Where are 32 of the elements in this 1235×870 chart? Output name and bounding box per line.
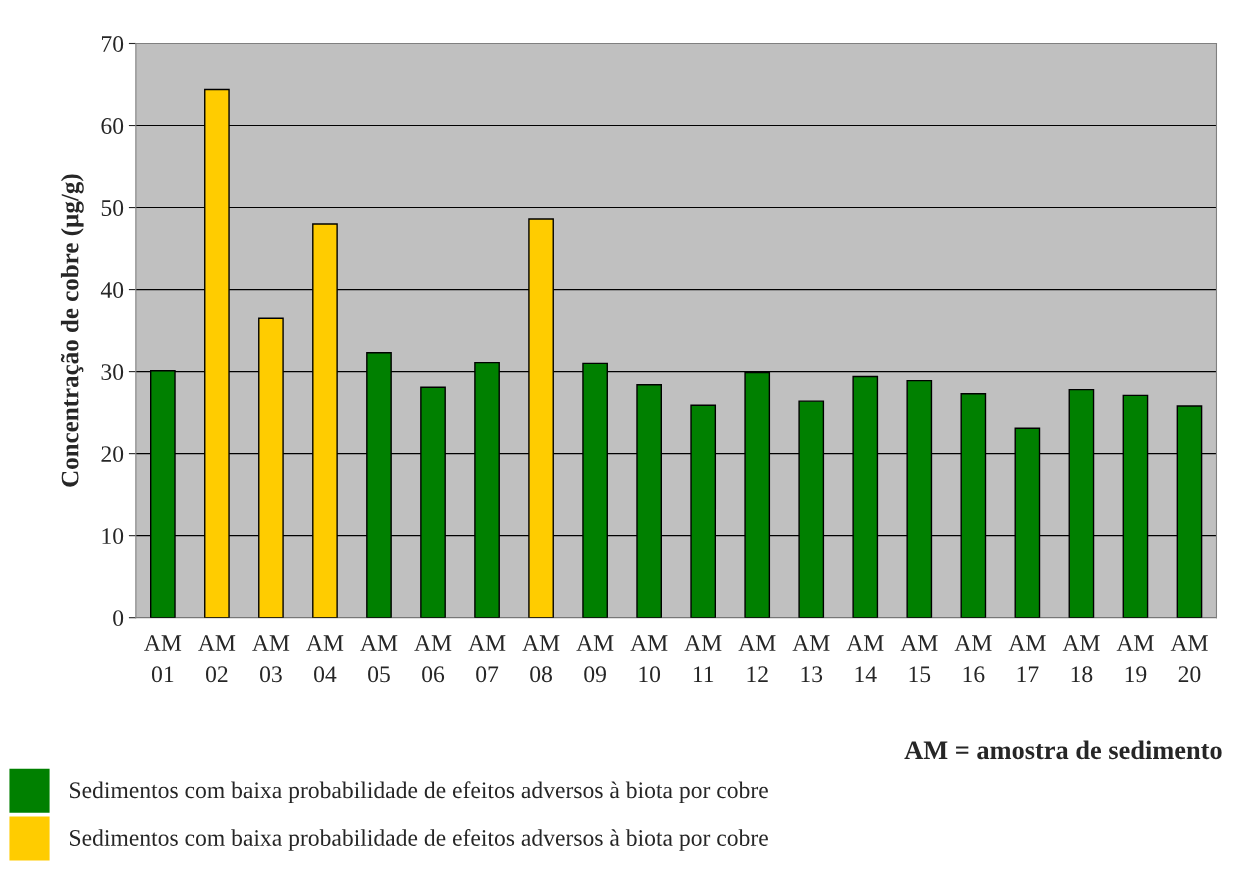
y-tick-label: 20	[101, 446, 124, 463]
x-tick-label: AM 01	[144, 635, 182, 683]
x-tick-label: AM 09	[576, 635, 614, 683]
x-tick-label: AM 03	[252, 635, 290, 683]
x-tick-label: AM 11	[684, 635, 722, 682]
y-tick-label: 30	[101, 364, 124, 381]
y-axis-title: Concentração de cobre (µg/g)	[60, 174, 84, 487]
y-tick-label: 50	[101, 200, 124, 216]
x-tick-label: AM 02	[198, 635, 236, 683]
legend-label: Sedimentos com baixa probabilidade de efeitos adversos à biota por cobre	[70, 829, 768, 851]
x-tick-label: AM 08	[522, 635, 560, 683]
text: AM = amostra de sedimento	[904, 740, 1222, 760]
x-tick-label: AM 16	[954, 635, 992, 683]
x-tick-label: AM 10	[630, 635, 668, 683]
x-tick-label: AM 14	[846, 635, 884, 682]
y-tick-label: 0	[113, 610, 124, 627]
x-tick-label: AM 20	[1170, 635, 1208, 683]
x-tick-label: AM 07	[468, 635, 506, 683]
x-tick-label: AM 05	[360, 635, 398, 683]
x-tick-label: AM 04	[306, 635, 344, 683]
x-tick-label: AM 13	[792, 635, 830, 683]
x-tick-label: AM 06	[414, 635, 452, 683]
y-tick-label: 40	[100, 282, 124, 299]
x-tick-label: AM 19	[1116, 635, 1154, 683]
x-tick-label: AM 17	[1008, 635, 1046, 682]
x-tick-label: AM 12	[738, 635, 776, 682]
x-tick-label: AM 18	[1062, 635, 1100, 683]
y-tick-label: 10	[102, 528, 124, 545]
x-tick-label: AM 15	[900, 635, 938, 683]
y-tick-label: 60	[101, 118, 124, 134]
y-tick-label: 70	[101, 35, 124, 52]
legend-label: Sedimentos com baixa probabilidade de efeitos adversos à biota por cobre	[70, 781, 768, 804]
